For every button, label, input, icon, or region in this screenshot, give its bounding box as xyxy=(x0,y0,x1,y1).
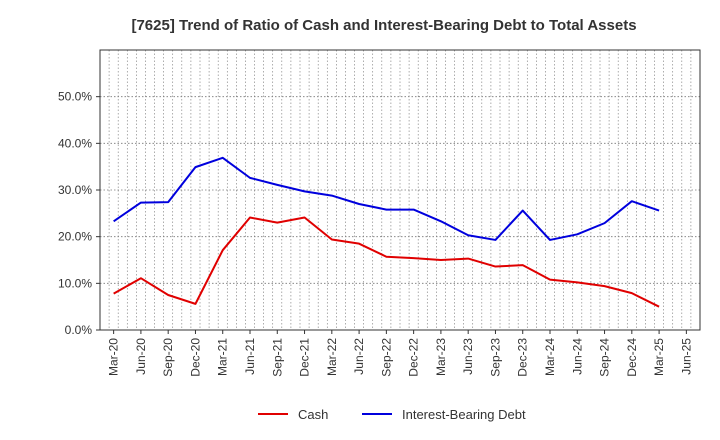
x-tick-label: Sep-21 xyxy=(270,338,284,377)
x-tick-label: Dec-21 xyxy=(298,338,312,377)
x-tick-label: Dec-24 xyxy=(625,338,639,377)
y-axis: 0.0% 10.0% 20.0% 30.0% 40.0% 50.0% xyxy=(58,90,100,337)
x-tick-label: Sep-20 xyxy=(161,338,175,377)
x-axis: Mar-20 Jun-20 Sep-20 Dec-20 Mar-21 Jun-21 Sep-… xyxy=(107,330,693,377)
legend-label: Cash xyxy=(298,407,328,422)
y-tick-label: 20.0% xyxy=(58,230,92,244)
x-tick-label: Dec-20 xyxy=(188,338,202,377)
x-tick-label: Sep-22 xyxy=(379,338,393,377)
x-tick-label: Mar-21 xyxy=(216,338,230,376)
y-tick-label: 10.0% xyxy=(58,276,92,290)
x-tick-label: Mar-20 xyxy=(107,338,121,376)
x-tick-label: Dec-23 xyxy=(516,338,530,377)
x-tick-label: Sep-23 xyxy=(488,338,502,377)
x-tick-label: Jun-21 xyxy=(243,338,257,375)
series-line-debt xyxy=(113,156,660,241)
legend-label: Interest-Bearing Debt xyxy=(402,407,526,422)
y-tick-label: 0.0% xyxy=(65,323,93,337)
x-tick-label: Jun-25 xyxy=(679,338,693,375)
x-tick-label: Sep-24 xyxy=(598,338,612,377)
x-tick-label: Jun-24 xyxy=(570,338,584,375)
x-tick-label: Jun-23 xyxy=(461,338,475,375)
series-line-cash xyxy=(113,216,660,308)
chart-title: [7625] Trend of Ratio of Cash and Intere… xyxy=(131,17,636,34)
grid xyxy=(100,50,700,330)
x-tick-label: Mar-22 xyxy=(325,338,339,376)
legend: Cash Interest-Bearing Debt xyxy=(258,407,526,422)
x-tick-label: Jun-22 xyxy=(352,338,366,375)
x-tick-label: Mar-24 xyxy=(543,338,557,376)
x-tick-label: Dec-22 xyxy=(407,338,421,377)
y-tick-label: 40.0% xyxy=(58,136,92,150)
series-lines xyxy=(113,156,660,308)
y-tick-label: 30.0% xyxy=(58,183,92,197)
y-tick-label: 50.0% xyxy=(58,90,92,104)
x-tick-label: Mar-25 xyxy=(652,338,666,376)
x-tick-label: Mar-23 xyxy=(434,338,448,376)
x-tick-label: Jun-20 xyxy=(134,338,148,375)
